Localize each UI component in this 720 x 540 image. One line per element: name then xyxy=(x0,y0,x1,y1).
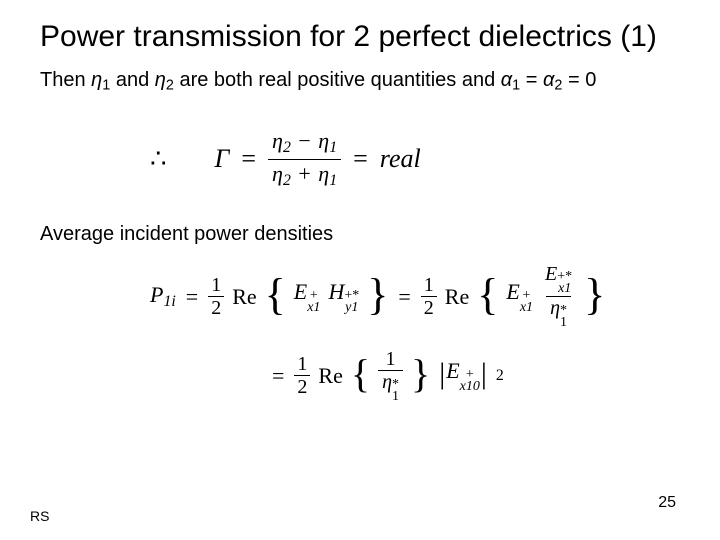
equals: = xyxy=(351,144,370,174)
sub: 1 xyxy=(392,391,399,403)
var: P xyxy=(150,282,163,307)
equation-row-1: P1i = 12 Re { E+x1 H+*y1 } = 12 Re { E+x… xyxy=(150,264,690,329)
eta-symbol: η xyxy=(155,69,166,91)
var: E xyxy=(446,358,459,383)
numerator: E+*x1 xyxy=(541,264,576,296)
subscript: 1i xyxy=(163,293,175,310)
var: E xyxy=(294,279,307,304)
subscript: 1 xyxy=(329,139,337,156)
eta-symbol: η xyxy=(91,69,102,91)
slide-title: Power transmission for 2 perfect dielect… xyxy=(40,18,690,56)
supsub: *1 xyxy=(392,379,399,403)
equals: = xyxy=(270,364,286,388)
therefore-symbol: ∴ xyxy=(150,144,167,174)
one-half: 12 xyxy=(294,354,310,397)
sub: x10 xyxy=(460,381,480,393)
equals: = xyxy=(239,144,258,174)
text: = 0 xyxy=(562,69,596,91)
term-h: H+*y1 xyxy=(328,280,359,314)
gamma-equation-row: ∴ Γ = η2 − η1 η2 + η1 = real xyxy=(40,129,690,189)
power-equation-block: P1i = 12 Re { E+x1 H+*y1 } = 12 Re { E+x… xyxy=(40,264,690,402)
eta-symbol: η xyxy=(550,297,560,319)
squared: 2 xyxy=(496,367,504,384)
var: H xyxy=(328,279,344,304)
alpha-symbol: α xyxy=(501,69,512,91)
premise-line: Then η1 and η2 are both real positive qu… xyxy=(40,66,690,96)
re-operator: Re xyxy=(318,364,342,388)
subscript: 2 xyxy=(283,139,291,156)
num: 1 xyxy=(421,275,437,296)
text: = xyxy=(520,69,543,91)
var: E xyxy=(506,279,519,304)
eta-symbol: η xyxy=(272,161,283,186)
denominator: η*1 xyxy=(546,296,571,329)
denominator: η2 + η1 xyxy=(268,159,341,190)
numerator: η2 − η1 xyxy=(268,129,341,159)
text: and xyxy=(110,69,154,91)
abs-term: | E+x10 | xyxy=(438,359,488,393)
sub: 1 xyxy=(560,317,567,329)
subscript: 1 xyxy=(512,77,520,93)
eta-symbol: η xyxy=(382,371,392,393)
text: are both real positive quantities and xyxy=(174,69,501,91)
num: 1 xyxy=(294,354,310,375)
subscript: 2 xyxy=(166,77,174,93)
sub: y1 xyxy=(345,302,358,314)
num: 1 xyxy=(208,275,224,296)
equals: = xyxy=(396,285,412,309)
denominator: η*1 xyxy=(378,370,403,403)
fraction: 1 η*1 xyxy=(378,349,403,403)
gamma-symbol: Γ xyxy=(215,144,230,174)
real-label: real xyxy=(380,144,421,174)
supsub: +*x1 xyxy=(557,271,572,295)
slide: Power transmission for 2 perfect dielect… xyxy=(0,0,720,540)
minus: − xyxy=(296,128,312,153)
page-number: 25 xyxy=(658,494,676,512)
supsub: +x1 xyxy=(307,290,320,314)
footer-initials: RS xyxy=(30,508,49,524)
subscript: 2 xyxy=(283,172,291,189)
fraction: η2 − η1 η2 + η1 xyxy=(268,129,341,189)
term-e: E+x1 xyxy=(294,280,321,314)
den: 2 xyxy=(294,375,310,397)
gamma-equation: Γ = η2 − η1 η2 + η1 = real xyxy=(215,129,421,189)
sub: x1 xyxy=(520,302,533,314)
term-e: E+x10 xyxy=(446,359,480,393)
p-symbol: P1i xyxy=(150,283,176,310)
eta-symbol: η xyxy=(272,128,283,153)
re-operator: Re xyxy=(232,285,256,309)
eta-symbol: η xyxy=(318,128,329,153)
equation-row-2: = 12 Re { 1 η*1 } | E+x10 | 2 xyxy=(150,349,690,403)
var: E xyxy=(545,263,557,285)
den: 2 xyxy=(208,296,224,318)
supsub: +x10 xyxy=(460,369,480,393)
fraction: E+*x1 η*1 xyxy=(541,264,576,329)
den: 2 xyxy=(421,296,437,318)
supsub: +*y1 xyxy=(344,290,359,314)
plus: + xyxy=(296,161,312,186)
one-half: 12 xyxy=(421,275,437,318)
one-half: 12 xyxy=(208,275,224,318)
supsub: +x1 xyxy=(520,290,533,314)
supsub: *1 xyxy=(560,305,567,329)
sub: x1 xyxy=(307,302,320,314)
eta-symbol: η xyxy=(318,161,329,186)
alpha-symbol: α xyxy=(543,69,554,91)
subscript: 1 xyxy=(329,172,337,189)
avg-power-label: Average incident power densities xyxy=(40,223,690,246)
text: Then xyxy=(40,69,91,91)
equals: = xyxy=(184,285,200,309)
term-e: E+x1 xyxy=(506,280,533,314)
re-operator: Re xyxy=(445,285,469,309)
numerator: 1 xyxy=(382,349,400,370)
sub: x1 xyxy=(558,283,571,295)
